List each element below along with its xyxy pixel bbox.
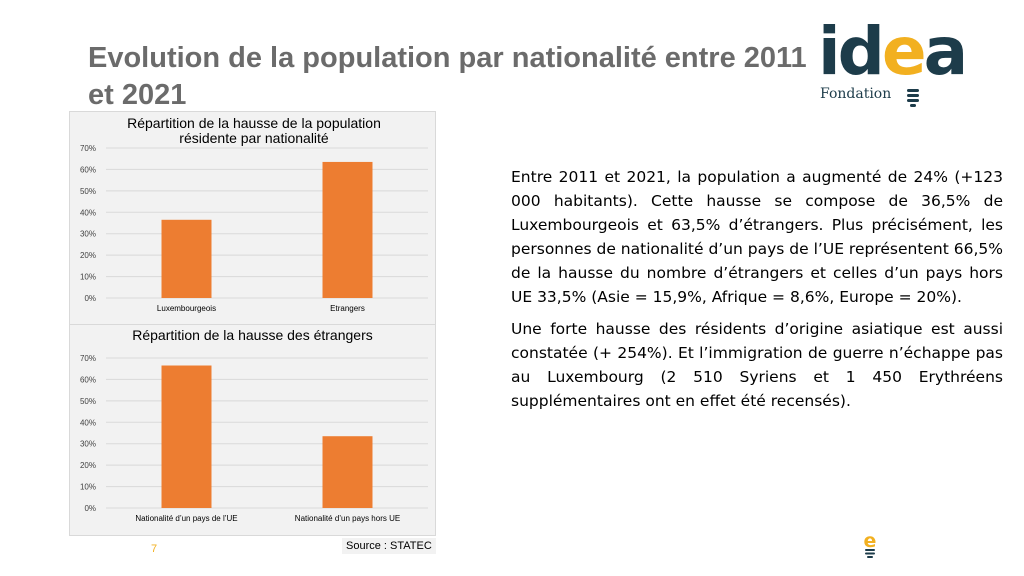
idea-small-logo-icon: e (864, 530, 877, 558)
chart-1-title: Répartition de la hausse de la populatio… (127, 115, 381, 146)
x-tick-label: Nationalité d’un pays de l’UE (135, 514, 237, 523)
y-tick-label: 20% (80, 461, 96, 470)
y-tick-label: 10% (80, 483, 96, 492)
x-tick-label: Nationalité d’un pays hors UE (295, 514, 400, 523)
y-tick-label: 40% (80, 208, 96, 217)
x-tick-label: Etrangers (330, 304, 365, 313)
chart-2-title: Répartition de la hausse des étrangers (132, 327, 373, 343)
bulb-base-icon (907, 89, 919, 107)
logo-subtitle: Fondation (820, 86, 892, 102)
y-tick-label: 30% (80, 230, 96, 239)
y-tick-label: 50% (80, 397, 96, 406)
bar-1-1 (161, 219, 212, 298)
y-tick-label: 60% (80, 165, 96, 174)
bar-1-2 (322, 161, 373, 298)
chart-panel: Répartition de la hausse de la populatio… (69, 111, 436, 536)
y-tick-label: 50% (80, 187, 96, 196)
y-tick-label: 40% (80, 418, 96, 427)
logo-wordmark: idea (818, 13, 968, 90)
y-tick-label: 0% (84, 294, 96, 303)
chart-2: 0% 10% 20% 30% 40% 50% 60% 70% Nationalité d’un … (80, 354, 428, 523)
y-tick-label: 70% (80, 354, 96, 363)
paragraph: Entre 2011 et 2021, la population a augm… (511, 168, 1004, 306)
x-tick-label: Luxembourgeois (157, 304, 216, 313)
paragraph: Une forte hausse des résidents d’origine… (511, 320, 1003, 410)
slide-title: Evolution de la population par nationali… (88, 42, 807, 111)
body-text: Entre 2011 et 2021, la population a augm… (511, 165, 1003, 421)
y-tick-label: 70% (80, 144, 96, 153)
y-tick-label: 60% (80, 375, 96, 384)
y-tick-label: 10% (80, 273, 96, 282)
source-label: Source : STATEC (342, 538, 436, 554)
page-number: 7 (151, 543, 158, 555)
idea-logo: idea Fondation (818, 13, 978, 114)
bar-2-2 (322, 436, 373, 508)
chart-divider (70, 324, 435, 325)
svg-text:e: e (864, 530, 877, 552)
y-tick-label: 30% (80, 440, 96, 449)
bar-2-1 (161, 365, 212, 508)
chart-1: 0% 10% 20% 30% 40% 50% 60% 70% Luxembourgeois Etr… (80, 144, 428, 313)
y-tick-label: 0% (84, 504, 96, 513)
y-tick-label: 20% (80, 251, 96, 260)
